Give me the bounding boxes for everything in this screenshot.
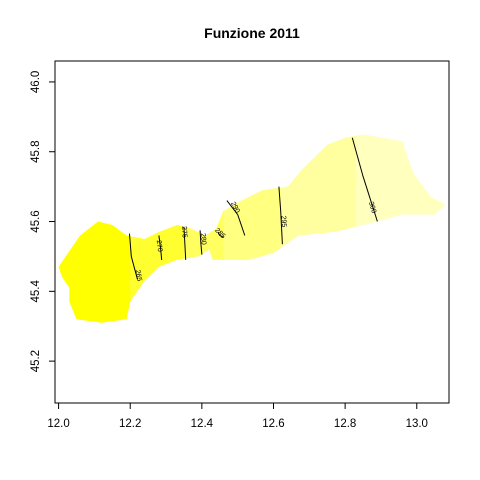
x-tick-label: 13.0 [406, 418, 428, 430]
contour-label-290: 290 [229, 201, 241, 215]
x-tick-label: 12.0 [47, 418, 69, 430]
value-bands [58, 134, 446, 323]
x-tick-label: 12.4 [191, 418, 214, 430]
contour-line-295 [278, 186, 283, 245]
x-tick-label: 12.6 [262, 418, 284, 430]
contour-line-270 [158, 235, 163, 260]
x-tick-label: 12.2 [119, 418, 141, 430]
contour-label-265: 265 [134, 269, 143, 282]
contour-label-295: 295 [279, 215, 287, 227]
y-tick-label: 45.4 [30, 280, 42, 303]
y-tick-label: 45.2 [30, 350, 42, 372]
x-tick-label: 12.8 [334, 418, 356, 430]
y-tick-label: 46.0 [30, 71, 42, 93]
value-band-2 [130, 134, 185, 323]
y-tick-label: 45.8 [30, 141, 42, 163]
contour-label-270: 270 [155, 240, 163, 253]
contour-label-275: 275 [180, 226, 188, 238]
contour-line-265 [129, 233, 138, 280]
value-band-4 [223, 134, 282, 323]
contour-line-275 [183, 226, 187, 260]
y-tick-label: 45.6 [30, 210, 42, 232]
value-band-5 [280, 134, 357, 323]
contour-line-300 [351, 137, 378, 222]
contour-line-290 [226, 200, 246, 236]
value-band-6 [355, 134, 446, 323]
contour-line-285 [217, 231, 224, 238]
contour-line-280 [199, 230, 203, 255]
value-band-1 [58, 134, 131, 323]
y-axis: 45.2 45.4 45.6 45.8 46.0 [30, 71, 56, 372]
x-axis: 12.0 12.2 12.4 12.6 12.8 13.0 [47, 402, 428, 430]
contour-label-280: 280 [199, 233, 207, 245]
contour-label-300: 300 [367, 201, 377, 214]
chart-title: Funzione 2011 [204, 25, 300, 41]
